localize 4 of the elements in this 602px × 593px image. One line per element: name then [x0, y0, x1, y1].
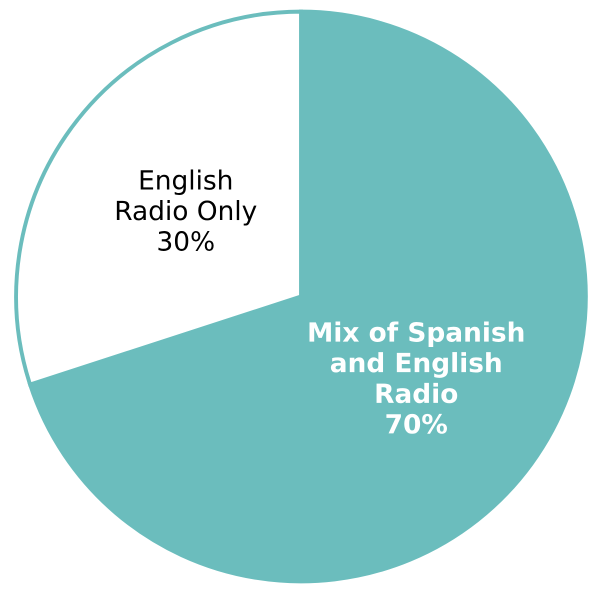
slice-label: English Radio Only: [116, 169, 256, 226]
slice-label: Mix of Spanish and English Radio: [309, 322, 524, 404]
data-label: 30%: [158, 231, 214, 251]
data-label: 70%: [386, 414, 447, 434]
